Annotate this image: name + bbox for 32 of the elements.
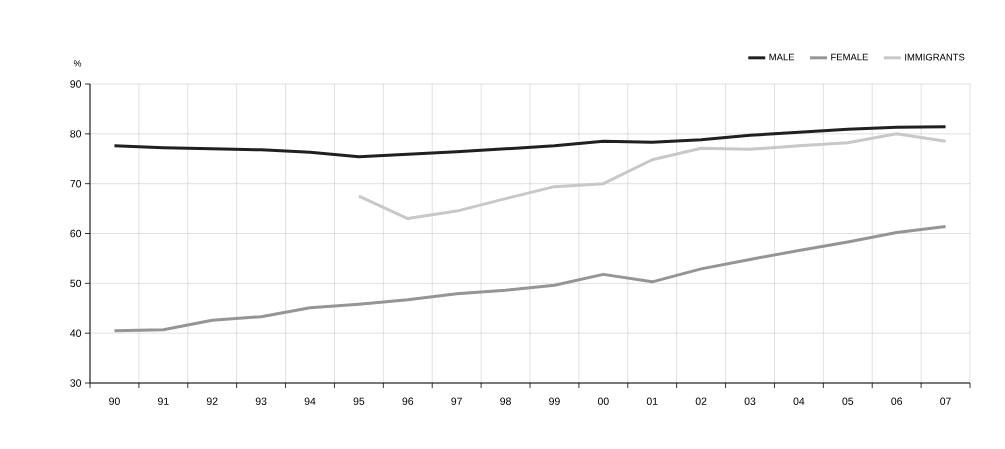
x-tick-label: 99 xyxy=(549,397,560,405)
x-tick-label: 95 xyxy=(353,397,365,405)
x-tick-label: 00 xyxy=(597,397,609,405)
x-tick-label: 91 xyxy=(158,397,169,405)
x-tick-label: 90 xyxy=(109,397,120,405)
x-tick-label: 02 xyxy=(695,397,707,405)
x-tick-label: 92 xyxy=(206,397,218,405)
line-series xyxy=(112,125,948,159)
x-tick-label: 97 xyxy=(451,397,462,405)
y-tick-label: 80 xyxy=(70,130,82,138)
x-tick-label: 98 xyxy=(500,397,511,405)
x-tick-label: 04 xyxy=(793,397,805,405)
x-tick-label: 96 xyxy=(402,397,414,405)
line-series xyxy=(112,225,948,333)
x-tick-label: 06 xyxy=(891,397,903,405)
x-tick-label: 93 xyxy=(255,397,267,405)
x-tick-label: 07 xyxy=(940,397,951,405)
x-tick-label: 94 xyxy=(304,397,316,405)
y-tick-label: 50 xyxy=(70,279,82,288)
y-axis-title: % xyxy=(73,60,82,67)
y-tick-label: 30 xyxy=(70,379,82,387)
legend-label: IMMIGRANTS xyxy=(905,53,965,61)
y-tick-label: 40 xyxy=(70,329,82,337)
line-series xyxy=(357,132,948,221)
y-tick-label: 60 xyxy=(70,229,82,238)
y-tick-label: 70 xyxy=(70,179,82,188)
x-tick-label: 01 xyxy=(646,397,658,405)
x-tick-label: 03 xyxy=(744,397,756,405)
legend-label: MALE xyxy=(769,53,795,61)
x-tick-label: 05 xyxy=(842,397,854,405)
y-tick-label: 90 xyxy=(70,80,82,88)
legend-label: FEMALE xyxy=(831,53,868,61)
